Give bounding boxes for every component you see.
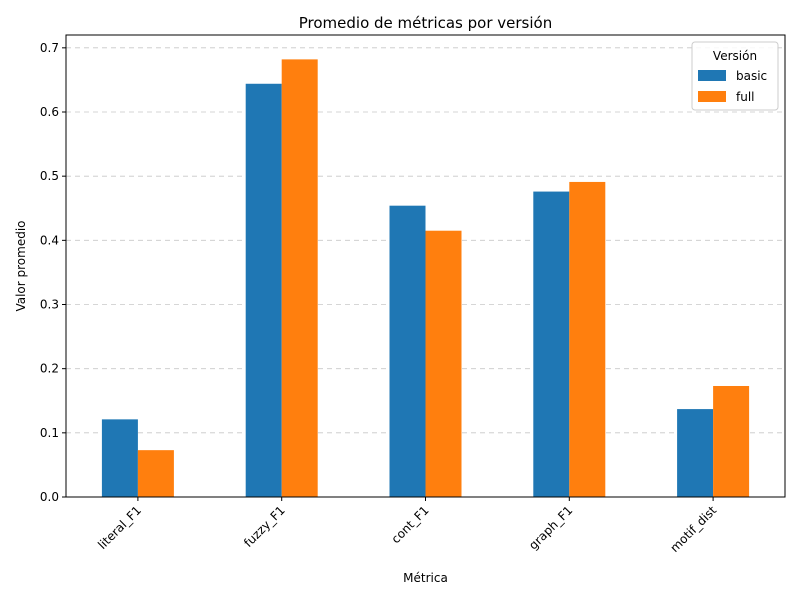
y-tick-label: 0.1	[40, 426, 59, 440]
y-tick-label: 0.2	[40, 362, 59, 376]
bar-basic-fuzzy_F1	[245, 83, 282, 498]
legend-swatch-full	[698, 91, 726, 102]
legend: Versión basic full	[691, 41, 779, 111]
bar-basic-cont_F1	[389, 205, 426, 497]
bar-basic-literal_F1	[101, 419, 138, 497]
x-tick-label: fuzzy_F1	[241, 503, 288, 550]
y-tick-label: 0.0	[40, 490, 59, 504]
legend-swatch-basic	[698, 70, 726, 81]
legend-label-full: full	[736, 90, 755, 104]
y-tick-label: 0.4	[40, 233, 59, 247]
legend-title: Versión	[713, 49, 757, 63]
bar-full-fuzzy_F1	[281, 59, 318, 498]
chart-title: Promedio de métricas por versión	[299, 14, 552, 32]
x-tick-label: graph_F1	[526, 503, 575, 552]
x-tick-label: cont_F1	[389, 503, 432, 546]
bar-full-motif_dist	[713, 385, 750, 497]
y-tick-label: 0.6	[40, 105, 59, 119]
x-axis-label: Métrica	[403, 571, 448, 585]
y-tick-label: 0.7	[40, 41, 59, 55]
bar-full-graph_F1	[569, 181, 606, 498]
y-tick-label: 0.3	[40, 298, 59, 312]
y-axis-label: Valor promedio	[14, 220, 28, 311]
x-tick-label: literal_F1	[95, 503, 144, 552]
x-tick-label: motif_dist	[667, 503, 719, 555]
y-tick-label: 0.5	[40, 169, 59, 183]
bar-basic-graph_F1	[533, 191, 570, 498]
legend-label-basic: basic	[736, 69, 767, 83]
y-axis: 0.0 0.1 0.2 0.3 0.4 0.5 0.6 0.7	[40, 41, 66, 504]
bars	[101, 59, 750, 498]
x-axis: literal_F1 fuzzy_F1 cont_F1 graph_F1 motif_d…	[95, 497, 719, 555]
grid-lines	[66, 47, 785, 434]
bar-full-literal_F1	[137, 450, 174, 497]
bar-basic-motif_dist	[677, 409, 714, 497]
bar-full-cont_F1	[425, 230, 462, 498]
